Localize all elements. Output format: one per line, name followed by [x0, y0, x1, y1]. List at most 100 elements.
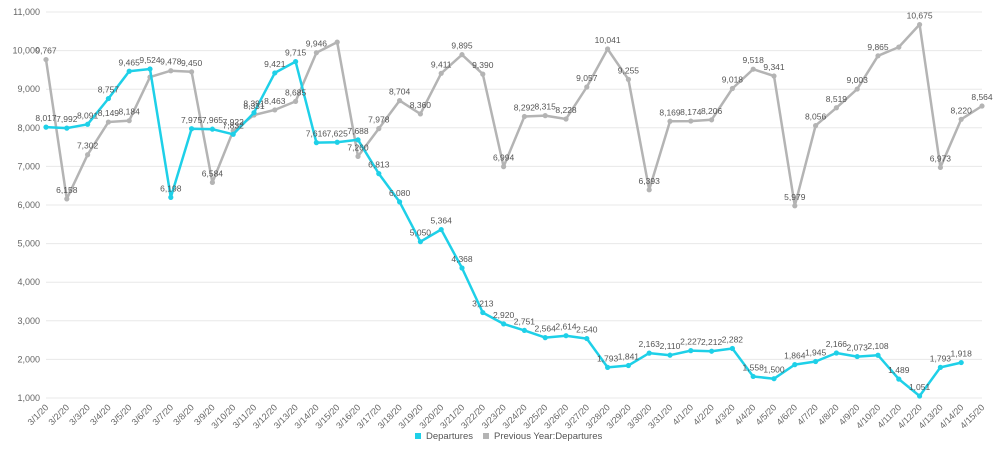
data-label: 8,228 [555, 105, 577, 115]
previous-year-point [417, 111, 423, 117]
data-label: 2,212 [701, 337, 723, 347]
data-label: 6,158 [56, 185, 78, 195]
previous-year-point [792, 203, 798, 209]
departures-point [293, 59, 299, 65]
data-label: 2,920 [493, 310, 515, 320]
departures-point [937, 364, 944, 370]
data-label: 1,489 [888, 365, 910, 375]
previous-year-point [875, 53, 881, 59]
previous-year-point [854, 86, 860, 92]
departures-point [709, 348, 715, 354]
departures-point [854, 353, 860, 360]
previous-year-point [833, 105, 840, 111]
legend: Departures Previous Year:Departures [415, 431, 603, 442]
departures-point [438, 226, 444, 233]
departures-point [209, 126, 215, 132]
previous-year-point [272, 107, 278, 113]
data-label: 7,625 [327, 128, 349, 138]
x-tick-label: 3/6/20 [130, 402, 155, 427]
data-label: 8,056 [805, 112, 827, 122]
data-label: 2,073 [847, 343, 869, 353]
x-tick-label: 4/3/20 [712, 402, 737, 427]
data-label: 9,946 [306, 39, 328, 49]
previous-year-point [438, 70, 444, 76]
legend-label-departures: Departures [426, 431, 473, 442]
data-label: 7,965 [202, 115, 224, 125]
x-tick-label: 3/8/20 [171, 402, 196, 427]
data-label: 8,391 [243, 99, 265, 109]
y-tick-label: 6,000 [17, 200, 40, 210]
previous-year-point [501, 164, 507, 170]
y-tick-label: 3,000 [17, 316, 40, 326]
data-label: 2,614 [555, 322, 577, 332]
data-label: 2,108 [867, 341, 889, 351]
x-tick-label: 3/5/20 [109, 402, 134, 427]
data-label: 9,018 [722, 75, 744, 85]
previous-year-point [605, 46, 611, 52]
departures-point [105, 95, 111, 102]
data-label: 8,292 [514, 103, 536, 113]
x-tick-label: 4/1/20 [670, 402, 695, 427]
data-label: 10,041 [595, 35, 621, 45]
data-label: 9,865 [867, 42, 889, 52]
data-label: 6,393 [639, 176, 661, 186]
data-label: 9,450 [181, 58, 203, 68]
departures-point [313, 140, 319, 146]
data-label: 9,421 [264, 59, 286, 69]
data-label: 8,149 [98, 108, 120, 118]
departures-point [376, 171, 382, 177]
legend-swatch-departures [415, 433, 421, 439]
legend-swatch-previous-year [483, 433, 489, 439]
previous-year-point [813, 123, 819, 129]
data-label: 8,757 [98, 85, 120, 95]
y-tick-label: 7,000 [17, 161, 40, 171]
series [43, 21, 985, 399]
data-label: 2,751 [514, 316, 536, 326]
data-label: 1,864 [784, 351, 806, 361]
departures-point [813, 358, 819, 365]
departures-point [729, 345, 736, 352]
data-label: 9,524 [139, 55, 161, 65]
previous-year-point [480, 71, 486, 77]
departures-point [43, 124, 49, 130]
departures-point [85, 121, 91, 127]
previous-year-point [64, 196, 70, 202]
previous-year-point [85, 152, 91, 158]
previous-year-point [646, 187, 652, 193]
data-label: 8,463 [264, 96, 286, 106]
departures-point [334, 139, 340, 145]
previous-year-point [43, 56, 49, 63]
x-tick-label: 3/4/20 [88, 402, 113, 427]
departures-point [563, 333, 569, 339]
x-tick-label: 4/4/20 [733, 402, 758, 427]
y-tick-label: 10,000 [12, 46, 40, 56]
departures-point [459, 265, 465, 271]
x-tick-label: 4/8/20 [816, 402, 841, 427]
departures-point [896, 376, 902, 382]
departures-point [521, 327, 528, 334]
previous-year-point [126, 118, 132, 124]
previous-year-point [688, 118, 694, 124]
data-label: 9,341 [763, 62, 785, 72]
previous-year-point [105, 119, 111, 125]
departures-point [397, 199, 403, 205]
data-label: 8,017 [35, 113, 57, 123]
data-label: 2,540 [576, 325, 598, 335]
departures-point [542, 335, 548, 341]
data-label: 8,564 [971, 92, 993, 102]
data-label: 4,368 [451, 254, 473, 264]
data-label: 8,169 [659, 107, 681, 117]
data-label: 8,174 [680, 107, 702, 117]
data-label: 8,206 [701, 106, 723, 116]
previous-year-point [189, 69, 195, 75]
departures-point [958, 359, 964, 366]
data-label: 9,895 [451, 41, 473, 51]
departures-point [126, 68, 132, 74]
departures-point [168, 194, 174, 200]
y-tick-label: 4,000 [17, 277, 40, 287]
y-tick-label: 9,000 [17, 84, 40, 94]
data-label: 9,003 [847, 75, 869, 85]
data-label: 8,685 [285, 87, 307, 97]
previous-year-point [750, 66, 756, 72]
